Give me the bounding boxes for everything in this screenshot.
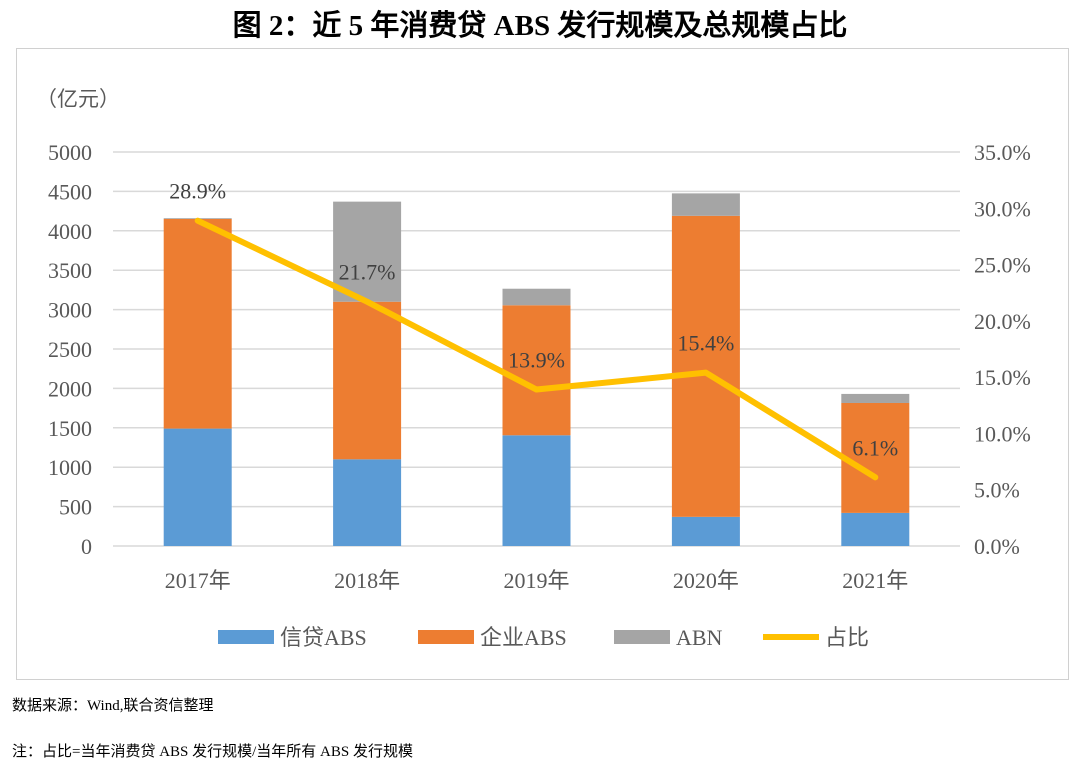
y2-tick-label: 30.0%: [974, 196, 1031, 221]
x-tick-label: 2018年: [334, 568, 400, 593]
y-tick-label: 1000: [48, 455, 92, 480]
bar-信贷ABS: [163, 428, 232, 546]
data-label: 13.9%: [508, 348, 565, 373]
y-tick-label: 3000: [48, 298, 92, 323]
bar-信贷ABS: [671, 516, 740, 546]
data-label: 6.1%: [852, 435, 898, 460]
data-label: 15.4%: [677, 331, 734, 356]
y-tick-label: 0: [81, 534, 92, 559]
bar-信贷ABS: [333, 459, 402, 546]
legend-label: 占比: [825, 625, 869, 650]
legend-swatch: [218, 630, 274, 644]
bar-企业ABS: [502, 305, 571, 436]
y2-tick-label: 25.0%: [974, 253, 1031, 278]
y-tick-label: 2500: [48, 337, 92, 362]
y2-tick-label: 0.0%: [974, 534, 1020, 559]
y2-tick-label: 10.0%: [974, 421, 1031, 446]
bar-信贷ABS: [841, 512, 910, 546]
x-tick-label: 2021年: [842, 568, 908, 593]
bar-ABN: [671, 193, 740, 216]
x-tick-label: 2020年: [673, 568, 739, 593]
bar-ABN: [841, 393, 910, 403]
y2-tick-label: 20.0%: [974, 309, 1031, 334]
legend-label: 信贷ABS: [280, 625, 367, 650]
bar-ABN: [333, 201, 402, 302]
y-tick-label: 4000: [48, 219, 92, 244]
y-tick-label: 4500: [48, 179, 92, 204]
bar-信贷ABS: [502, 435, 571, 546]
legend-swatch: [614, 630, 670, 644]
y-tick-label: 500: [59, 495, 92, 520]
legend-label: 企业ABS: [480, 625, 567, 650]
footnote: 注：占比=当年消费贷 ABS 发行规模/当年所有 ABS 发行规模: [12, 744, 413, 760]
data-label: 28.9%: [169, 179, 226, 204]
y-tick-label: 1500: [48, 416, 92, 441]
data-label: 21.7%: [339, 260, 396, 285]
chart: 0 500 1000 1500 2000 2500 3000 3500 4000 4500 5000…: [36, 87, 1031, 650]
bar-企业ABS: [163, 218, 232, 429]
y2-tick-label: 5.0%: [974, 478, 1020, 503]
chart-frame: [16, 48, 1069, 680]
y2-tick-label: 35.0%: [974, 140, 1031, 165]
legend-swatch: [418, 630, 474, 644]
source-note: 数据来源：Wind,联合资信整理: [12, 698, 214, 714]
bar-企业ABS: [841, 402, 910, 513]
legend-label: ABN: [676, 625, 723, 650]
x-tick-label: 2017年: [165, 568, 231, 593]
line-占比: [194, 217, 879, 481]
chart-title: 图 2：近 5 年消费贷 ABS 发行规模及总规模占比: [232, 10, 848, 42]
y-tick-label: 3500: [48, 258, 92, 283]
bar-企业ABS: [671, 215, 740, 517]
y-axis-label: （亿元）: [36, 87, 120, 111]
x-tick-label: 2019年: [503, 568, 569, 593]
bar-企业ABS: [333, 301, 402, 460]
y2-tick-label: 15.0%: [974, 365, 1031, 390]
bar-ABN: [502, 288, 571, 306]
y-tick-label: 2000: [48, 376, 92, 401]
y-tick-label: 5000: [48, 140, 92, 165]
